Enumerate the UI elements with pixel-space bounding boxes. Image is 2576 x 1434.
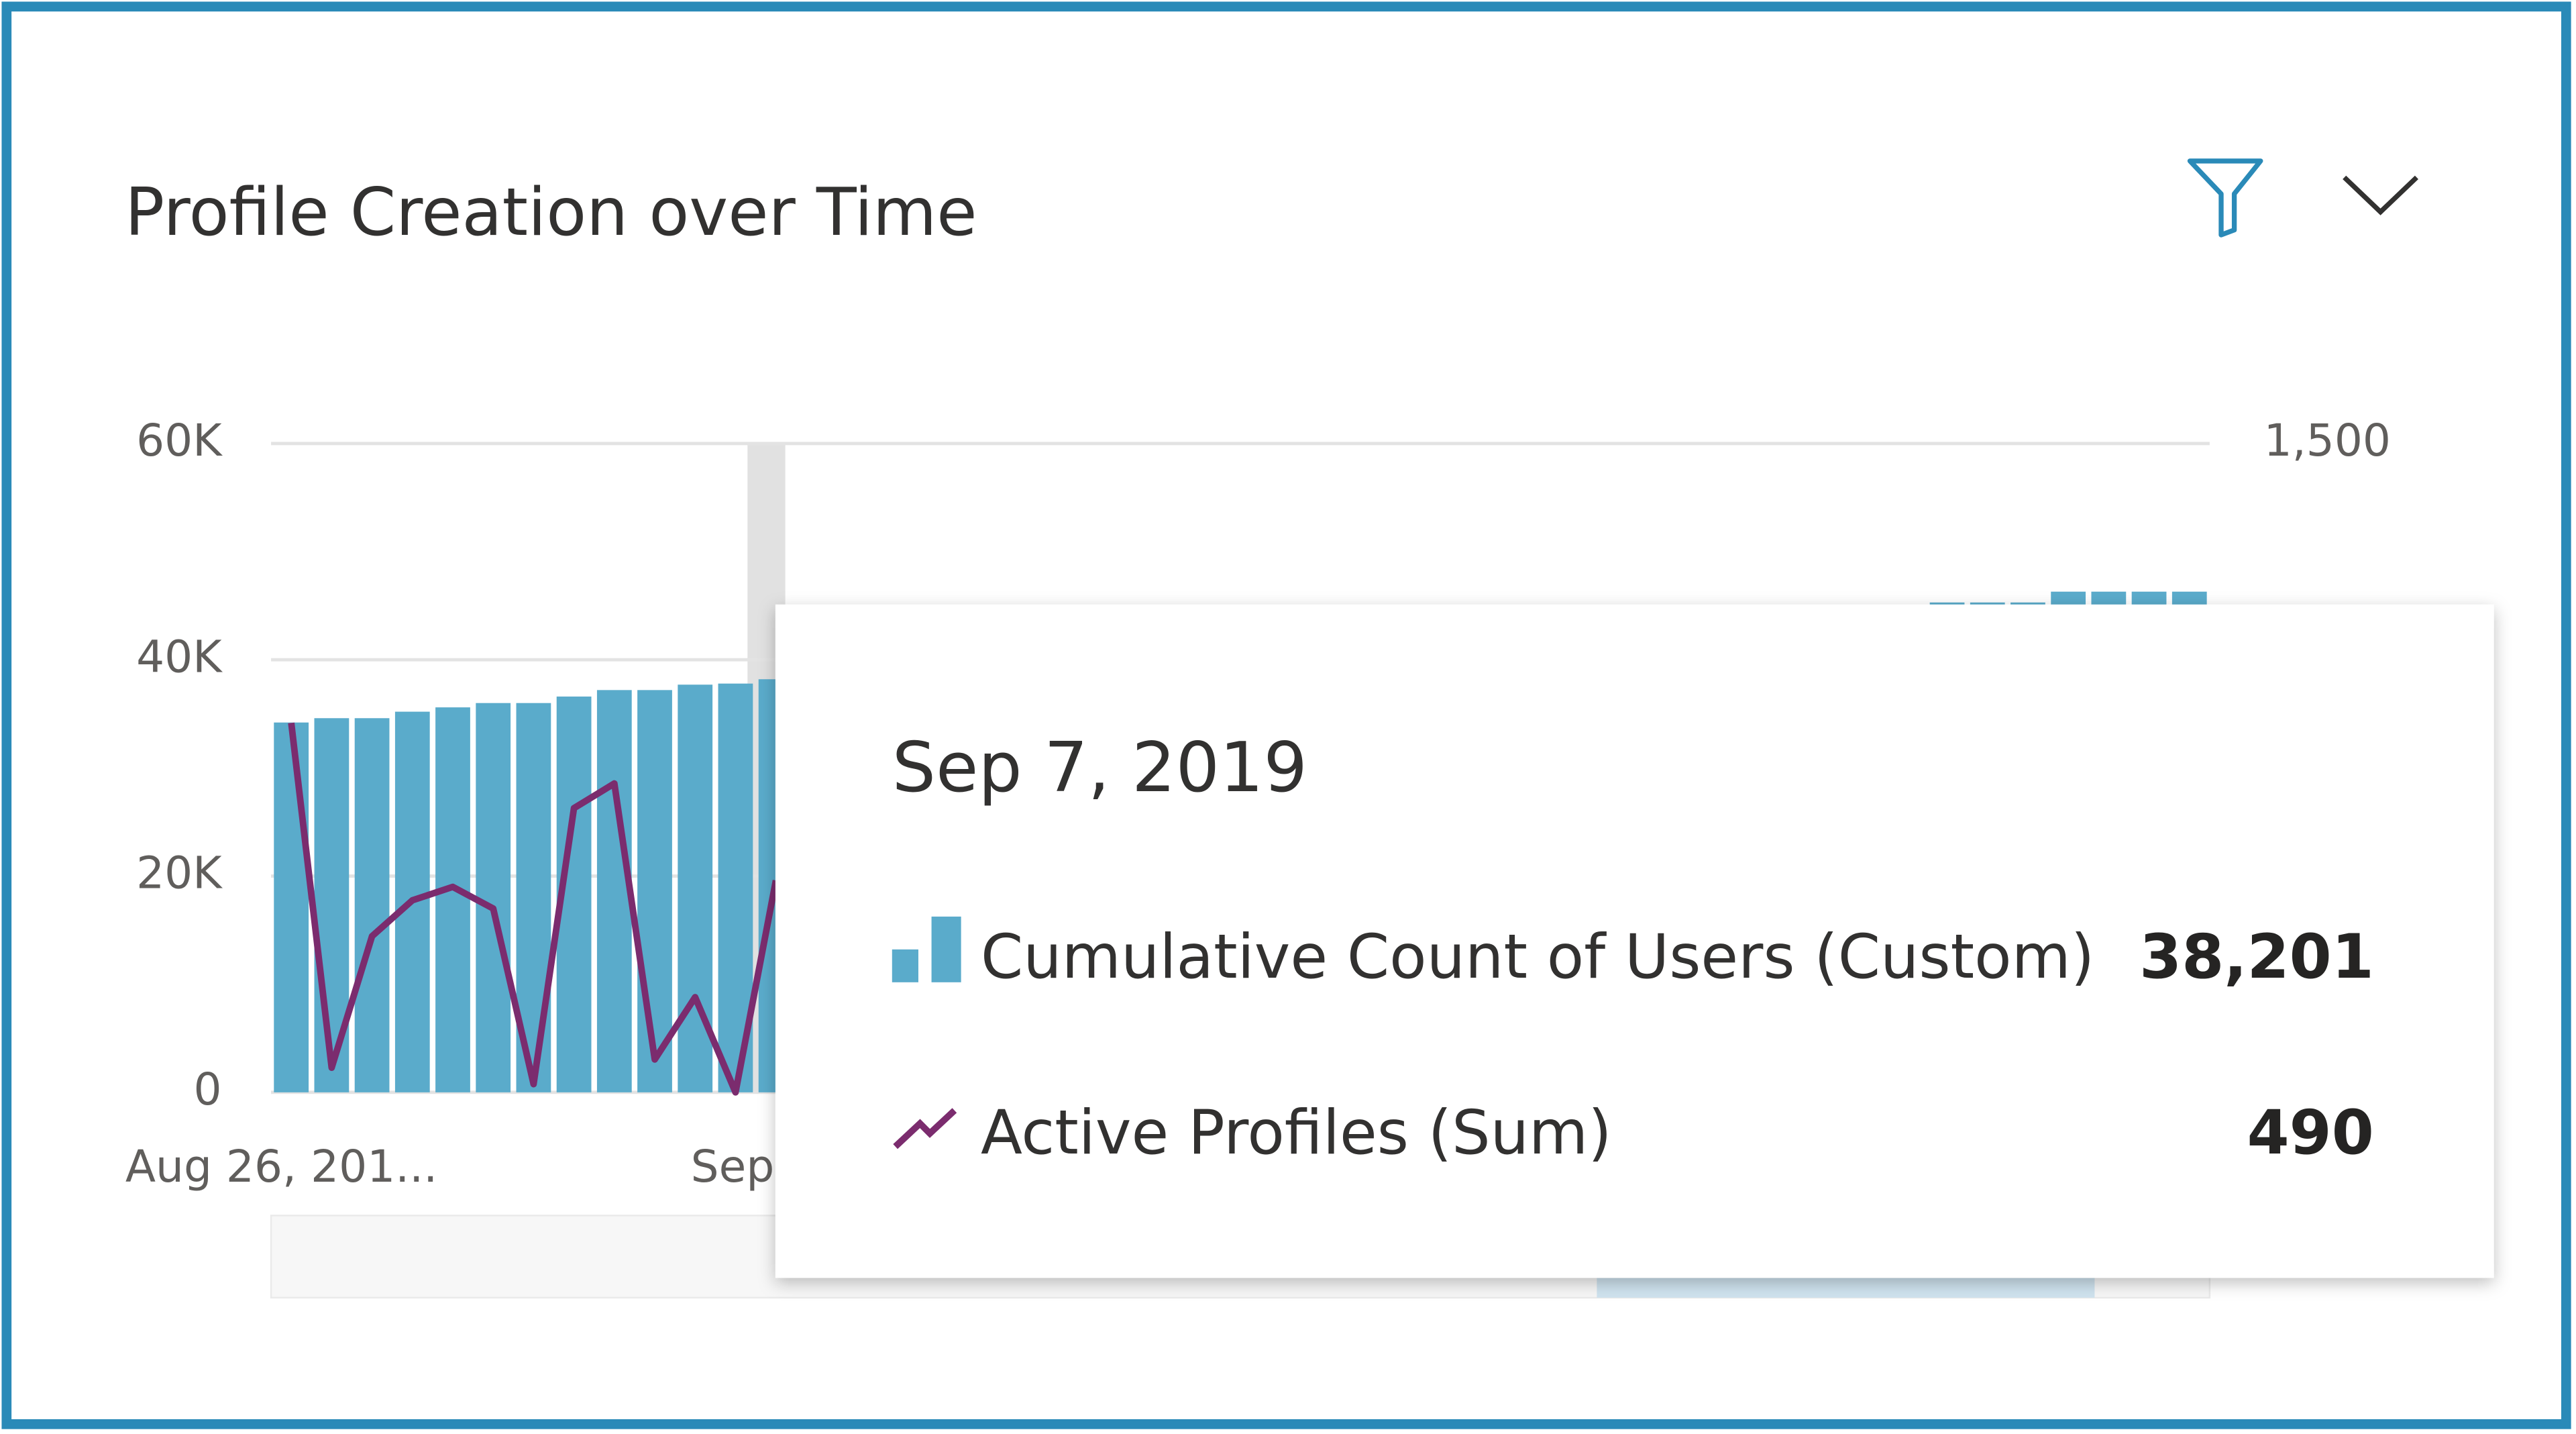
x-tick-label: Sep: [691, 1141, 775, 1192]
tooltip-series-name: Cumulative Count of Users (Custom): [981, 922, 2094, 992]
chart-title: Profile Creation over Time: [125, 174, 977, 251]
tooltip-title: Sep 7, 2019: [892, 728, 1307, 808]
tooltip-value: 490: [2247, 1098, 2374, 1168]
tooltip-box: [775, 604, 2494, 1278]
legend-icon-bar: [892, 949, 918, 982]
bar: [596, 690, 632, 1092]
line: [288, 722, 780, 1096]
legend-icon-bar: [931, 916, 961, 982]
y-tick-label: 20K: [136, 848, 223, 899]
y-tick-label: 0: [194, 1064, 222, 1115]
bar: [435, 707, 470, 1092]
y-tick-label: 60K: [136, 415, 223, 466]
bar: [274, 722, 309, 1092]
x-tick-label: Aug 26, 201...: [125, 1141, 437, 1192]
y-tick-label: 40K: [136, 631, 223, 682]
tooltip-value: 38,201: [2139, 922, 2374, 992]
bar: [637, 690, 672, 1092]
expand-chevron[interactable]: [2343, 175, 2418, 215]
bar: [476, 703, 511, 1092]
filter-icon[interactable]: [2187, 158, 2263, 238]
tooltip-series-name: Active Profiles (Sum): [981, 1098, 1612, 1168]
bar: [354, 718, 390, 1092]
tooltip: Sep 7, 2019 Cumulative Count of Users (C…: [775, 604, 2494, 1278]
legend-icon-line: [893, 1108, 957, 1149]
y2-tick-label: 1,500: [2264, 415, 2391, 466]
